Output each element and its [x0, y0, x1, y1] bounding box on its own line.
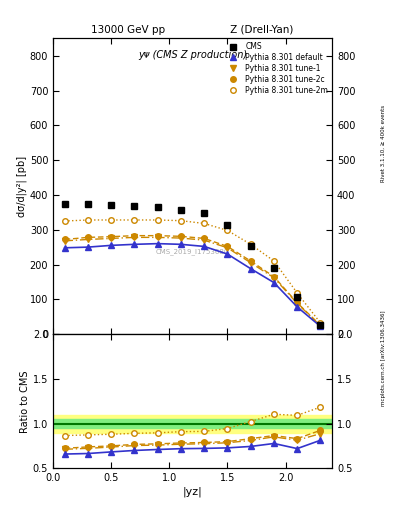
X-axis label: |yᴢ|: |yᴢ| [183, 486, 202, 497]
Pythia 8.301 tune-1 [272, 274, 276, 281]
Pythia 8.301 default [225, 251, 230, 257]
Pythia 8.301 tune-2c [178, 233, 183, 240]
Pythia 8.301 default [178, 241, 183, 247]
Pythia 8.301 tune-1 [62, 238, 67, 244]
Pythia 8.301 tune-1 [109, 236, 114, 242]
Pythia 8.301 default [202, 243, 207, 249]
Pythia 8.301 default [295, 304, 299, 310]
CMS [132, 203, 137, 209]
Pythia 8.301 tune-2c [62, 237, 67, 243]
Line: Pythia 8.301 default: Pythia 8.301 default [62, 241, 323, 329]
Pythia 8.301 tune-2m [248, 241, 253, 247]
Pythia 8.301 default [155, 241, 160, 247]
Pythia 8.301 tune-2m [86, 217, 90, 223]
Pythia 8.301 tune-2m [295, 290, 299, 296]
Pythia 8.301 tune-2m [202, 220, 207, 226]
Pythia 8.301 tune-1 [155, 234, 160, 241]
Pythia 8.301 default [132, 241, 137, 247]
Pythia 8.301 tune-2c [225, 243, 230, 249]
CMS [272, 265, 276, 271]
Pythia 8.301 tune-2m [62, 218, 67, 224]
CMS [62, 201, 67, 207]
Pythia 8.301 tune-2c [272, 273, 276, 280]
Line: CMS: CMS [61, 200, 324, 328]
Pythia 8.301 tune-2m [132, 217, 137, 223]
Title: 13000 GeV pp                    Z (Drell-Yan): 13000 GeV pp Z (Drell-Yan) [92, 25, 294, 35]
CMS [225, 221, 230, 227]
Pythia 8.301 default [272, 280, 276, 286]
Pythia 8.301 tune-2c [86, 234, 90, 241]
Pythia 8.301 default [248, 266, 253, 272]
CMS [202, 210, 207, 216]
Pythia 8.301 tune-2c [155, 232, 160, 239]
Pythia 8.301 tune-2c [132, 232, 137, 239]
Pythia 8.301 tune-2m [155, 217, 160, 223]
Pythia 8.301 tune-2m [272, 258, 276, 264]
Y-axis label: dσ/d|y²| [pb]: dσ/d|y²| [pb] [17, 156, 27, 217]
Pythia 8.301 tune-2m [109, 217, 114, 223]
Pythia 8.301 tune-2c [318, 323, 323, 329]
Pythia 8.301 tune-1 [202, 237, 207, 243]
Pythia 8.301 tune-1 [86, 237, 90, 243]
Line: Pythia 8.301 tune-2m: Pythia 8.301 tune-2m [62, 217, 323, 326]
Pythia 8.301 tune-1 [178, 235, 183, 241]
Pythia 8.301 tune-2m [318, 320, 323, 326]
Pythia 8.301 tune-1 [318, 323, 323, 329]
CMS [248, 243, 253, 249]
Text: CMS_2019_I1753680: CMS_2019_I1753680 [156, 248, 229, 254]
Bar [53, 415, 332, 433]
Pythia 8.301 tune-1 [295, 301, 299, 307]
Bar [53, 419, 332, 428]
CMS [155, 204, 160, 210]
Pythia 8.301 tune-1 [132, 234, 137, 241]
Pythia 8.301 tune-1 [225, 245, 230, 251]
Pythia 8.301 default [318, 324, 323, 330]
Text: Rivet 3.1.10, ≥ 400k events: Rivet 3.1.10, ≥ 400k events [381, 105, 386, 182]
Pythia 8.301 tune-2c [109, 233, 114, 240]
CMS [295, 293, 299, 300]
Text: yᴪ (CMS Z production): yᴪ (CMS Z production) [138, 50, 247, 60]
Pythia 8.301 tune-2m [178, 218, 183, 224]
Pythia 8.301 tune-2m [225, 227, 230, 233]
Pythia 8.301 default [86, 244, 90, 250]
CMS [178, 206, 183, 212]
Pythia 8.301 tune-2c [248, 258, 253, 264]
Line: Pythia 8.301 tune-2c: Pythia 8.301 tune-2c [62, 233, 323, 328]
Pythia 8.301 tune-1 [248, 260, 253, 266]
CMS [109, 202, 114, 208]
Legend: CMS, Pythia 8.301 default, Pythia 8.301 tune-1, Pythia 8.301 tune-2c, Pythia 8.3: CMS, Pythia 8.301 default, Pythia 8.301 … [222, 40, 330, 96]
CMS [318, 322, 323, 328]
Pythia 8.301 default [109, 242, 114, 248]
Pythia 8.301 tune-2c [202, 236, 207, 242]
CMS [86, 201, 90, 207]
Text: mcplots.cern.ch [arXiv:1306.3436]: mcplots.cern.ch [arXiv:1306.3436] [381, 311, 386, 406]
Y-axis label: Ratio to CMS: Ratio to CMS [20, 370, 30, 433]
Line: Pythia 8.301 tune-1: Pythia 8.301 tune-1 [62, 234, 323, 329]
Pythia 8.301 default [62, 245, 67, 251]
Pythia 8.301 tune-2c [295, 300, 299, 306]
